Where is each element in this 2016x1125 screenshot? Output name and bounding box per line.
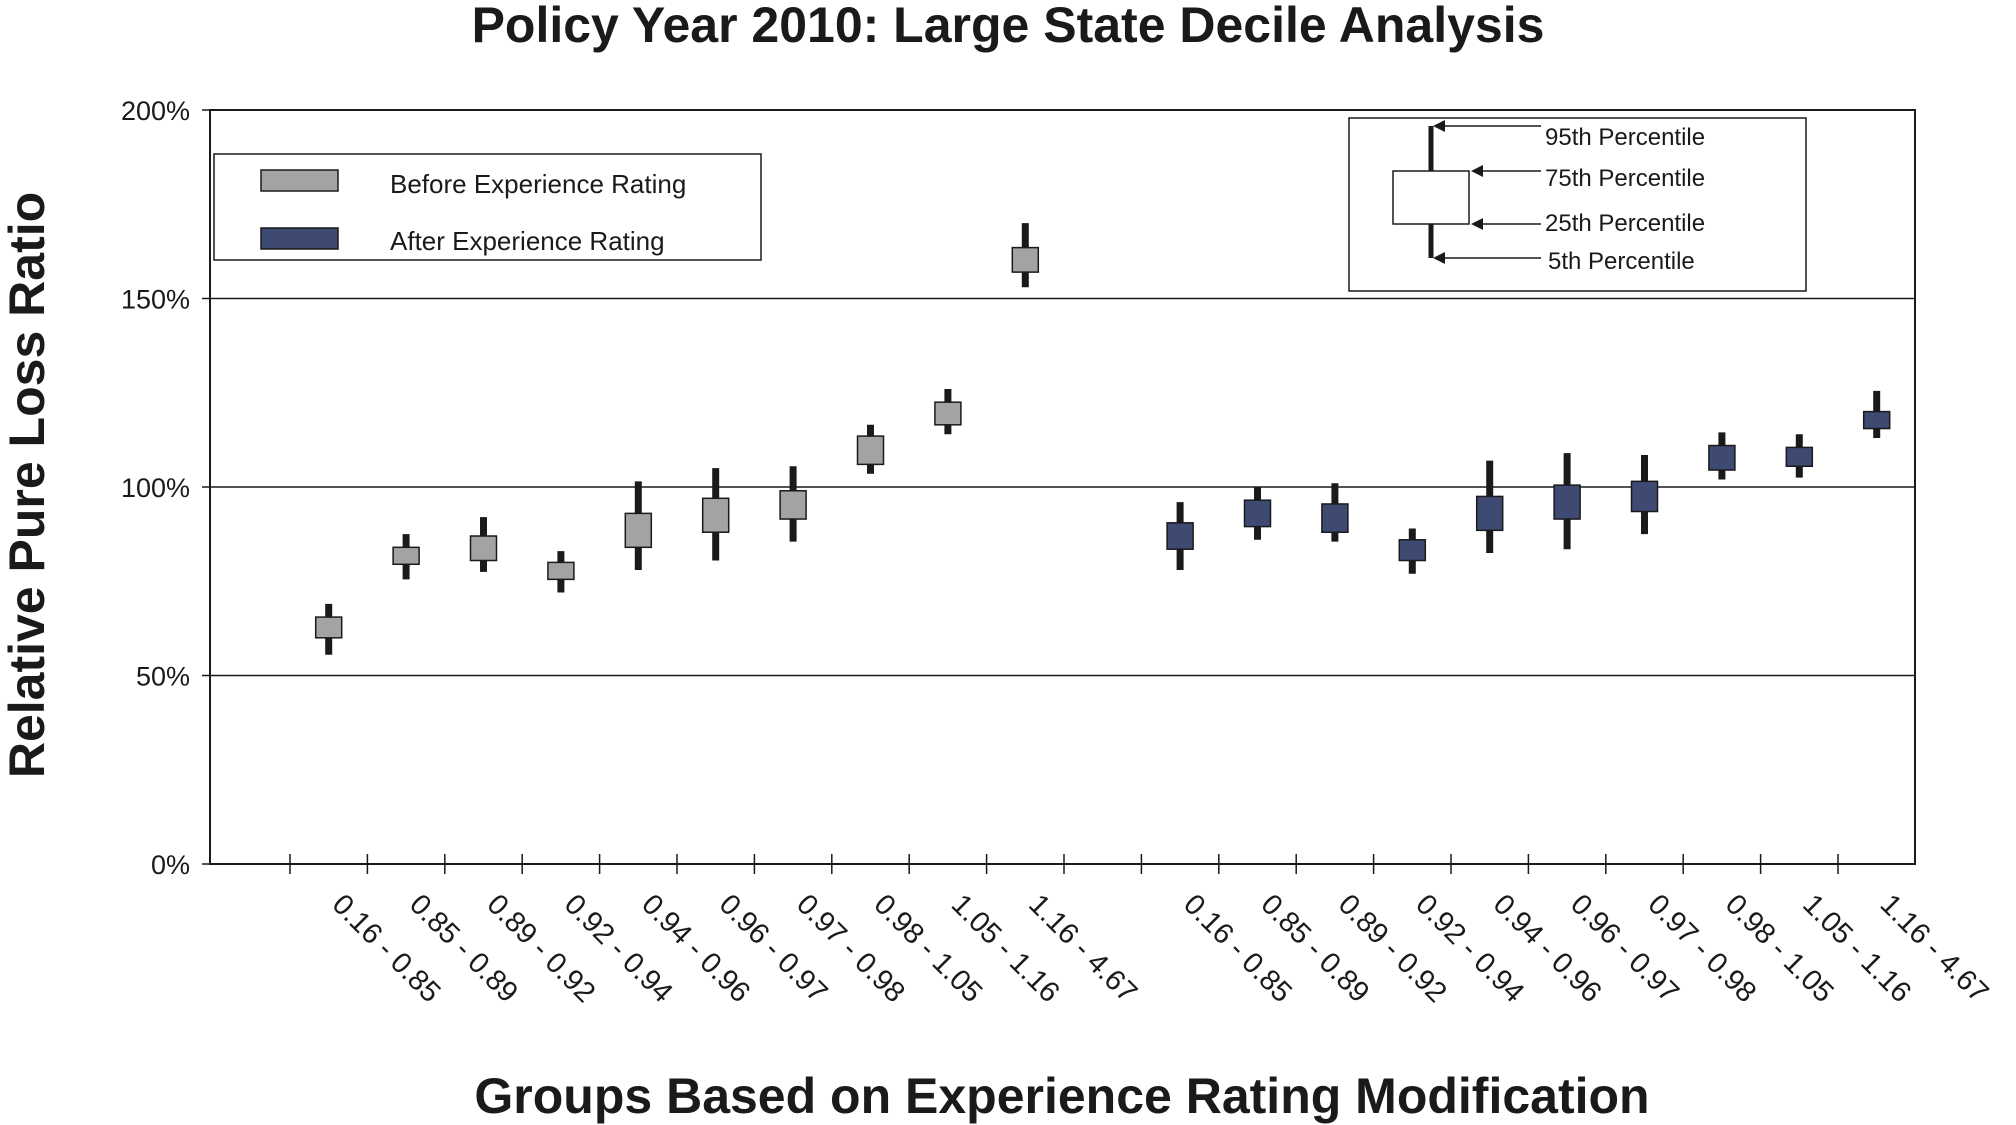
box-before [934,401,962,426]
key-arrowhead-p5 [1433,252,1445,264]
box-after [1166,522,1194,550]
y-tick-label: 0% [151,850,190,880]
box-series [314,223,1891,655]
key-label-p25: 25th Percentile [1545,210,1705,237]
box-after [1243,499,1272,528]
chart-title: Policy Year 2010: Large State Decile Ana… [472,0,1545,53]
box-before [779,490,807,520]
x-axis-title: Groups Based on Experience Rating Modifi… [474,1068,1649,1124]
key-arrowhead-p95 [1433,120,1445,132]
legend-label-before: Before Experience Rating [390,169,686,199]
box-before [856,435,885,466]
box-after [1862,410,1891,430]
percentile-key: 95th Percentile 75th Percentile 25th Per… [1348,117,1807,292]
y-axis-ticks: 0% 50% 100% 150% 200% [121,96,210,880]
box-after [1708,444,1736,471]
y-tick-label: 50% [136,662,190,692]
key-arrowhead-p75 [1471,165,1483,177]
box-after [1398,539,1427,562]
legend-label-after: After Experience Rating [390,226,665,256]
key-label-p5: 5th Percentile [1548,248,1695,275]
box-after [1785,446,1814,468]
legend: Before Experience Rating After Experienc… [213,153,762,261]
key-arrowhead-p25 [1471,218,1483,230]
box-before [469,535,498,562]
x-axis-ticks [289,854,1839,874]
y-tick-label: 100% [121,473,190,503]
gridlines [210,297,1915,677]
key-label-p75: 75th Percentile [1545,165,1705,192]
box-before [392,546,420,566]
y-axis-title: Relative Pure Loss Ratio [0,192,55,778]
box-before [624,512,653,549]
category-labels: 0.16 - 0.850.85 - 0.890.89 - 0.920.92 - … [326,888,1995,1009]
y-tick-label: 200% [121,96,190,126]
box-before [547,561,575,581]
box-before [314,616,343,639]
key-label-p95: 95th Percentile [1545,124,1705,151]
box-before [1011,246,1040,273]
legend-swatch-before [260,169,339,192]
box-after [1553,484,1581,520]
box-after [1321,503,1349,533]
y-tick-label: 150% [121,285,190,315]
legend-swatch-after [260,227,339,250]
box-after [1630,480,1659,513]
box-before [701,497,730,533]
key-box [1392,170,1470,225]
box-after [1475,495,1504,532]
